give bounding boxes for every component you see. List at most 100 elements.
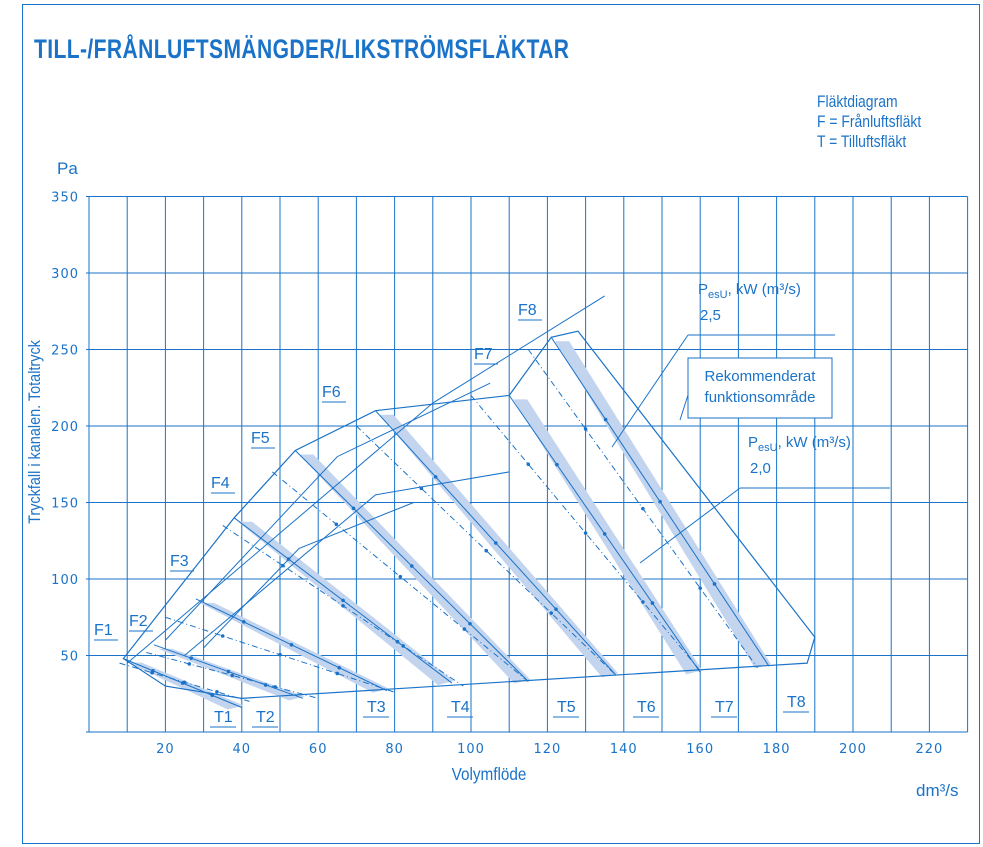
- system-curve-2: [165, 382, 491, 641]
- data-point: [189, 656, 193, 660]
- legend-line-3: T = Tilluftsfläkt: [817, 132, 907, 151]
- data-point: [241, 620, 246, 624]
- x-tick-label: 160: [686, 742, 714, 757]
- chart-leaders: [94, 319, 890, 728]
- fan-label-T1: T1: [214, 709, 233, 726]
- x-tick-label: 100: [457, 742, 485, 757]
- y-axis-unit: Pa: [57, 159, 78, 178]
- data-point: [182, 680, 187, 685]
- x-tick-label: 180: [763, 742, 791, 757]
- fan-label-T8: T8: [787, 694, 806, 711]
- recommended-area-line-2: funktionsområde: [705, 389, 816, 406]
- fan-label-F2: F2: [129, 613, 148, 630]
- series-line-T2: [146, 651, 319, 699]
- x-tick-label: 80: [385, 742, 404, 757]
- data-point: [583, 427, 588, 431]
- page-frame: [22, 4, 980, 844]
- data-point: [401, 644, 405, 648]
- x-tick-label: 120: [533, 742, 561, 757]
- data-point: [554, 607, 558, 612]
- fan-label-F3: F3: [170, 553, 189, 570]
- data-point: [555, 462, 559, 467]
- data-point: [226, 669, 231, 674]
- data-point: [273, 685, 278, 689]
- fan-label-T3: T3: [367, 699, 386, 716]
- annotation-subscript: esU: [708, 289, 728, 301]
- system-curve-4: [203, 502, 414, 649]
- annotation-subscript: esU: [758, 442, 778, 454]
- operating-band-F8: [555, 341, 771, 669]
- fan-label-T6: T6: [637, 699, 656, 716]
- x-tick-label: 40: [233, 742, 252, 757]
- data-point: [409, 564, 414, 568]
- x-tick-label: 200: [839, 742, 867, 757]
- y-tick-label: 200: [51, 420, 79, 435]
- data-point: [602, 532, 607, 536]
- annotation-pesu-25: PesU, kW (m³/s) 2,5: [698, 281, 801, 324]
- annotation-value: 2,5: [700, 307, 721, 324]
- fan-label-F6: F6: [322, 384, 341, 401]
- operating-band-F7: [513, 399, 703, 675]
- data-point: [484, 548, 489, 553]
- x-axis-unit: dm³/s: [916, 781, 959, 800]
- fan-label-F7: F7: [474, 346, 493, 363]
- operating-band-F3: [199, 602, 389, 693]
- annotation-text: PesU, kW (m³/s): [698, 281, 801, 301]
- legend: Fläktdiagram F = Frånluftsfläkt T = Till…: [817, 92, 921, 152]
- operating-band-F1: [127, 662, 244, 710]
- data-point: [230, 673, 235, 678]
- data-point: [351, 506, 356, 511]
- series-line-T6: [356, 425, 617, 676]
- annotation-unit: , kW (m³/s): [728, 281, 801, 298]
- recommended-area-box: [687, 357, 833, 419]
- system-curve-1: [126, 295, 605, 664]
- data-point: [712, 582, 717, 586]
- annotation-pesu-20: PesU, kW (m³/s) 2,0: [748, 434, 851, 477]
- page-title: TILL-/FRÅNLUFTSMÄNGDER/LIKSTRÖMSFLÄKTAR: [34, 34, 570, 64]
- data-point: [433, 475, 438, 479]
- data-point: [468, 621, 472, 626]
- data-point: [341, 598, 345, 603]
- data-point: [641, 506, 645, 511]
- data-point: [462, 627, 467, 631]
- fan-label-F8: F8: [518, 302, 537, 319]
- x-tick-label: 20: [156, 742, 175, 757]
- data-point: [341, 603, 345, 608]
- data-point: [334, 522, 339, 527]
- x-tick-label: 220: [915, 742, 943, 757]
- fan-label-F4: F4: [211, 475, 230, 492]
- annotation-leader: [611, 334, 689, 448]
- x-tick-label: 60: [309, 742, 328, 757]
- data-point: [549, 611, 554, 615]
- fan-label-T4: T4: [451, 699, 470, 716]
- annotation-leader: [679, 394, 689, 421]
- annotation-unit: , kW (m³/s): [778, 434, 851, 451]
- data-point: [698, 586, 702, 590]
- data-point: [220, 634, 225, 638]
- data-point: [150, 670, 154, 675]
- fan-label-T2: T2: [256, 709, 275, 726]
- data-point: [286, 557, 291, 561]
- fan-label-T7: T7: [715, 699, 734, 716]
- x-axis-label: Volymflöde: [452, 764, 527, 784]
- y-tick-label: 150: [51, 497, 79, 512]
- annotation-value: 2,0: [750, 460, 771, 477]
- y-tick-label: 50: [60, 650, 79, 665]
- chart-envelopes: [122, 295, 816, 699]
- fan-label-T5: T5: [557, 699, 576, 716]
- data-point: [658, 499, 662, 504]
- y-tick-label: 250: [51, 344, 79, 359]
- data-point: [187, 662, 192, 666]
- y-tick-label: 100: [51, 573, 79, 588]
- annotation-leader: [639, 487, 741, 564]
- recommended-envelope: [122, 330, 816, 699]
- data-point: [337, 665, 342, 670]
- y-axis-label: Tryckfall i kanalen. Totaltryck: [26, 340, 44, 524]
- data-point: [603, 417, 608, 422]
- data-point: [494, 541, 498, 545]
- data-point: [335, 671, 340, 676]
- y-tick-label: 300: [51, 267, 79, 282]
- annotation-text: PesU, kW (m³/s): [748, 434, 851, 454]
- data-point: [263, 683, 268, 687]
- data-point: [650, 601, 655, 605]
